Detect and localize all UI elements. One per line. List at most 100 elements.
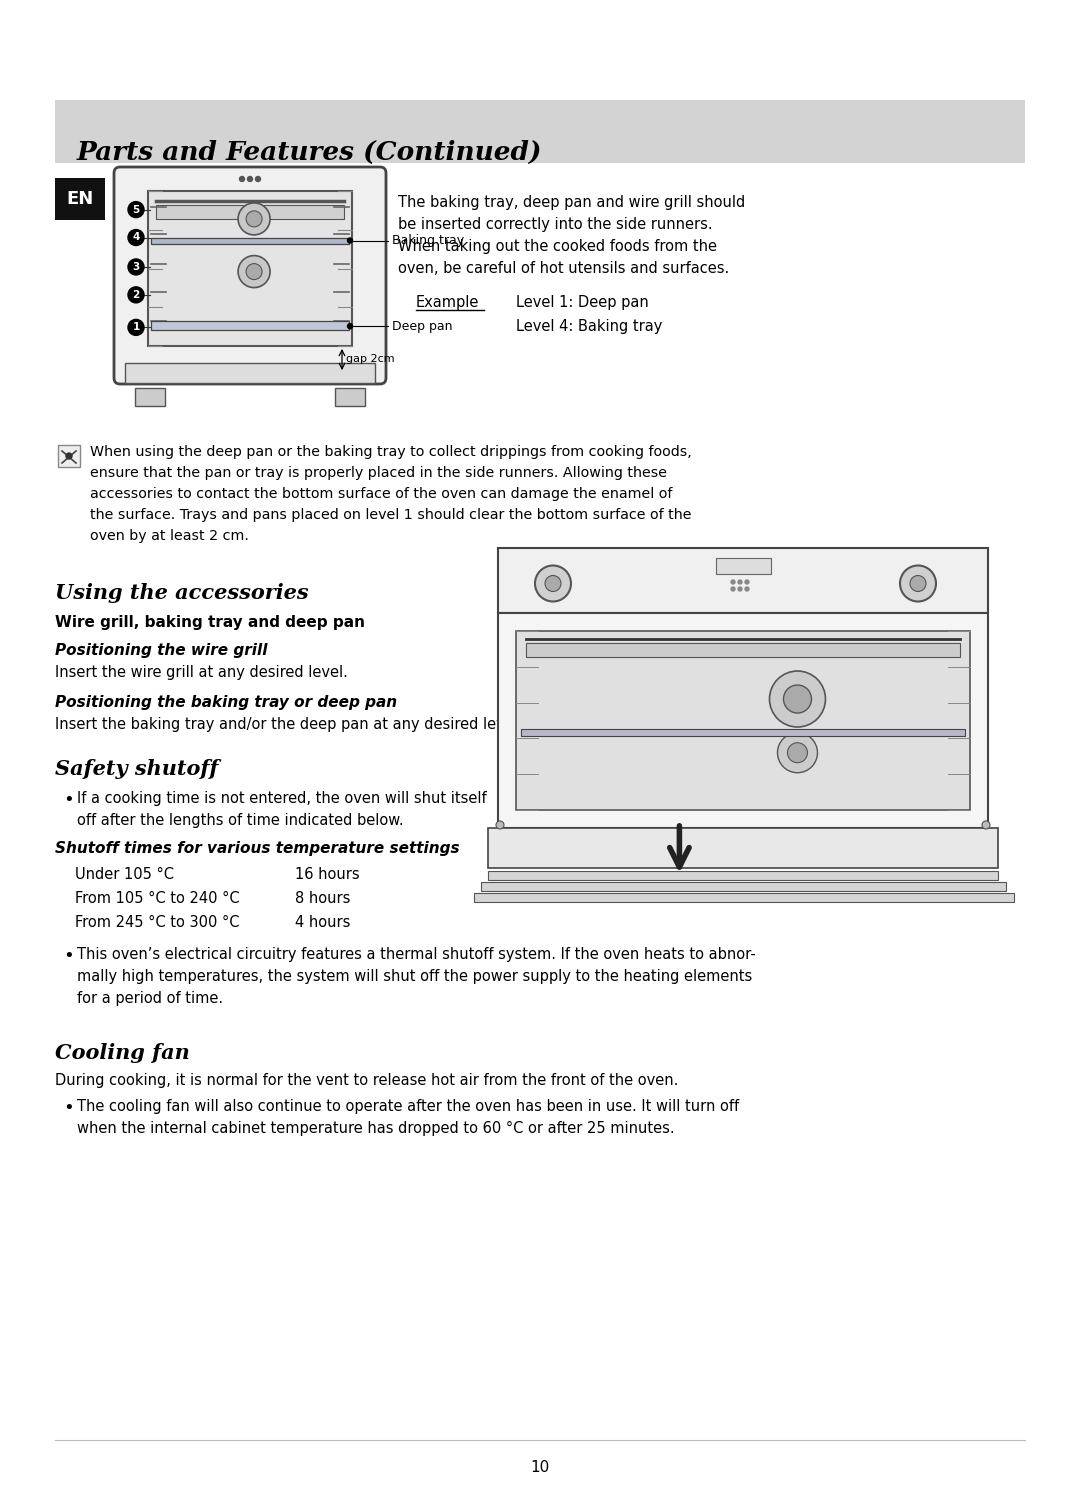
Text: •: •	[63, 791, 73, 808]
FancyBboxPatch shape	[125, 363, 375, 383]
FancyBboxPatch shape	[335, 388, 365, 406]
Text: Insert the wire grill at any desired level.: Insert the wire grill at any desired lev…	[55, 666, 348, 681]
Text: 1: 1	[133, 322, 139, 333]
Text: If a cooking time is not entered, the oven will shut itself: If a cooking time is not entered, the ov…	[77, 791, 487, 805]
Bar	[498, 548, 988, 614]
Circle shape	[246, 263, 262, 279]
Text: be inserted correctly into the side runners.: be inserted correctly into the side runn…	[399, 217, 713, 232]
Bar	[488, 871, 998, 880]
Bar	[526, 643, 960, 657]
Text: This oven’s electrical circuitry features a thermal shutoff system. If the oven : This oven’s electrical circuitry feature…	[77, 947, 756, 961]
Text: The baking tray, deep pan and wire grill should: The baking tray, deep pan and wire grill…	[399, 195, 745, 210]
Circle shape	[545, 575, 561, 591]
Circle shape	[787, 743, 808, 762]
Text: 4: 4	[133, 232, 139, 242]
Text: for a period of time.: for a period of time.	[77, 991, 224, 1006]
Text: Positioning the baking tray or deep pan: Positioning the baking tray or deep pan	[55, 695, 397, 710]
Circle shape	[129, 259, 144, 275]
Text: Level 1: Deep pan: Level 1: Deep pan	[516, 296, 649, 311]
Circle shape	[256, 177, 260, 181]
Text: oven, be careful of hot utensils and surfaces.: oven, be careful of hot utensils and sur…	[399, 262, 729, 276]
Text: Safety shutoff: Safety shutoff	[55, 759, 218, 779]
Text: 8 hours: 8 hours	[295, 892, 350, 906]
Bar	[715, 559, 770, 574]
Text: gap 2cm: gap 2cm	[346, 355, 394, 364]
Circle shape	[129, 319, 144, 336]
Text: ensure that the pan or tray is properly placed in the side runners. Allowing the: ensure that the pan or tray is properly …	[90, 467, 667, 480]
Text: when the internal cabinet temperature has dropped to 60 °C or after 25 minutes.: when the internal cabinet temperature ha…	[77, 1120, 675, 1135]
Text: Shutoff times for various temperature settings: Shutoff times for various temperature se…	[55, 841, 460, 856]
Text: 10: 10	[530, 1461, 550, 1476]
Circle shape	[731, 580, 735, 584]
Circle shape	[129, 229, 144, 245]
Text: The cooling fan will also continue to operate after the oven has been in use. It: The cooling fan will also continue to op…	[77, 1100, 739, 1114]
Text: Under 105 °C: Under 105 °C	[75, 866, 174, 883]
Circle shape	[731, 587, 735, 591]
Bar	[488, 828, 998, 868]
Circle shape	[129, 287, 144, 303]
Text: During cooking, it is normal for the vent to release hot air from the front of t: During cooking, it is normal for the ven…	[55, 1073, 678, 1088]
Text: When taking out the cooked foods from the: When taking out the cooked foods from th…	[399, 239, 717, 254]
Text: Using the accessories: Using the accessories	[55, 583, 309, 603]
Text: Deep pan: Deep pan	[392, 319, 453, 333]
Text: •: •	[63, 1100, 73, 1117]
Text: Example: Example	[416, 296, 480, 311]
Text: From 245 °C to 300 °C: From 245 °C to 300 °C	[75, 915, 240, 930]
Text: 4 hours: 4 hours	[295, 915, 350, 930]
Text: Wire grill, baking tray and deep pan: Wire grill, baking tray and deep pan	[55, 615, 365, 630]
Circle shape	[247, 177, 253, 181]
Text: Positioning the wire grill: Positioning the wire grill	[55, 643, 268, 658]
Circle shape	[240, 177, 244, 181]
Text: •: •	[63, 947, 73, 964]
Bar	[156, 205, 345, 218]
Circle shape	[769, 672, 825, 727]
Circle shape	[900, 566, 936, 602]
Text: When using the deep pan or the baking tray to collect drippings from cooking foo: When using the deep pan or the baking tr…	[90, 444, 692, 459]
Bar	[55, 100, 1025, 163]
Text: Parts and Features (Continued): Parts and Features (Continued)	[77, 140, 542, 165]
Bar	[151, 321, 349, 330]
Text: Baking tray: Baking tray	[392, 233, 464, 247]
Text: Cooling fan: Cooling fan	[55, 1043, 190, 1062]
Circle shape	[348, 324, 352, 328]
Circle shape	[745, 587, 750, 591]
Circle shape	[778, 733, 818, 773]
Circle shape	[910, 575, 926, 591]
Bar	[55, 178, 105, 220]
Circle shape	[535, 566, 571, 602]
Text: mally high temperatures, the system will shut off the power supply to the heatin: mally high temperatures, the system will…	[77, 969, 753, 984]
Bar	[58, 444, 80, 467]
Circle shape	[66, 453, 72, 459]
Text: From 105 °C to 240 °C: From 105 °C to 240 °C	[75, 892, 240, 906]
Bar	[151, 238, 349, 244]
Bar	[481, 883, 1005, 892]
Text: the surface. Trays and pans placed on level 1 should clear the bottom surface of: the surface. Trays and pans placed on le…	[90, 508, 691, 522]
Text: off after the lengths of time indicated below.: off after the lengths of time indicated …	[77, 813, 404, 828]
Circle shape	[745, 580, 750, 584]
Text: Level 4: Baking tray: Level 4: Baking tray	[516, 319, 662, 334]
Text: EN: EN	[66, 190, 94, 208]
Text: 2: 2	[133, 290, 139, 300]
Text: Insert the baking tray and/or the deep pan at any desired level.: Insert the baking tray and/or the deep p…	[55, 718, 523, 733]
Text: oven by at least 2 cm.: oven by at least 2 cm.	[90, 529, 248, 542]
FancyBboxPatch shape	[114, 166, 386, 383]
Bar	[516, 632, 970, 810]
Bar	[498, 614, 988, 828]
Bar	[521, 730, 966, 737]
Text: 5: 5	[133, 205, 139, 214]
Circle shape	[246, 211, 262, 227]
Circle shape	[738, 587, 742, 591]
Circle shape	[496, 820, 504, 829]
Bar	[474, 893, 1014, 902]
Circle shape	[348, 238, 352, 244]
Circle shape	[238, 256, 270, 288]
Bar	[148, 192, 352, 346]
Circle shape	[238, 204, 270, 235]
Circle shape	[783, 685, 811, 713]
Text: 3: 3	[133, 262, 139, 272]
Text: accessories to contact the bottom surface of the oven can damage the enamel of: accessories to contact the bottom surfac…	[90, 487, 673, 501]
Circle shape	[982, 820, 990, 829]
Text: 16 hours: 16 hours	[295, 866, 360, 883]
Circle shape	[738, 580, 742, 584]
Bar	[478, 548, 1008, 889]
